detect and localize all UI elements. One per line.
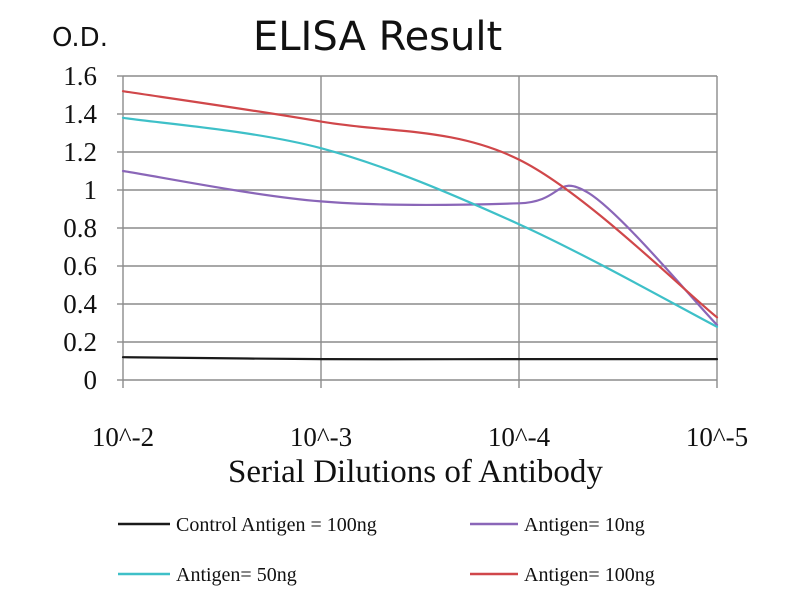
series-line-antigen-100ng (121, 90, 719, 319)
y-tick-labels: 0 0.2 0.4 0.6 0.8 1 1.2 1.4 1.6 (63, 61, 97, 395)
legend-item-antigen-10ng: Antigen= 10ng (470, 514, 645, 536)
x-tick-labels: 10^-2 10^-3 10^-4 10^-5 (92, 422, 748, 452)
x-tick-label: 10^-2 (92, 422, 154, 452)
chart-title: ELISA Result (253, 14, 502, 60)
series-line-antigen-50ng (121, 116, 719, 328)
x-axis-label: Serial Dilutions of Antibody (228, 454, 603, 490)
y-tick-label: 0.6 (63, 251, 97, 281)
legend-label: Antigen= 100ng (524, 564, 655, 586)
legend-item-antigen-50ng: Antigen= 50ng (118, 564, 297, 586)
y-tick-label: 0.4 (63, 289, 97, 319)
y-tick-label: 0.8 (63, 213, 97, 243)
y-tick-label: 1.2 (63, 137, 97, 167)
series-line-antigen-10ng (121, 169, 719, 326)
grid-layer (117, 75, 718, 388)
series-layer (121, 90, 719, 361)
y-tick-label: 1 (84, 175, 98, 205)
x-tick-label: 10^-5 (686, 422, 748, 452)
legend-item-antigen-100ng: Antigen= 100ng (470, 564, 655, 586)
legend-item-control-antigen-100ng: Control Antigen = 100ng (118, 514, 377, 536)
legend-label: Antigen= 10ng (524, 514, 645, 536)
y-tick-label: 0.2 (63, 327, 97, 357)
legend-label: Antigen= 50ng (176, 564, 297, 586)
legend: Control Antigen = 100ng Antigen= 10ng Anti… (118, 514, 655, 586)
legend-label: Control Antigen = 100ng (176, 514, 377, 536)
series-line-control-antigen-100ng (121, 356, 719, 361)
y-tick-label: 1.6 (63, 61, 97, 91)
y-tick-label: 0 (84, 365, 98, 395)
x-tick-label: 10^-3 (290, 422, 352, 452)
x-tick-label: 10^-4 (488, 422, 551, 452)
y-axis-label: O.D. (52, 23, 108, 53)
y-tick-label: 1.4 (63, 99, 97, 129)
